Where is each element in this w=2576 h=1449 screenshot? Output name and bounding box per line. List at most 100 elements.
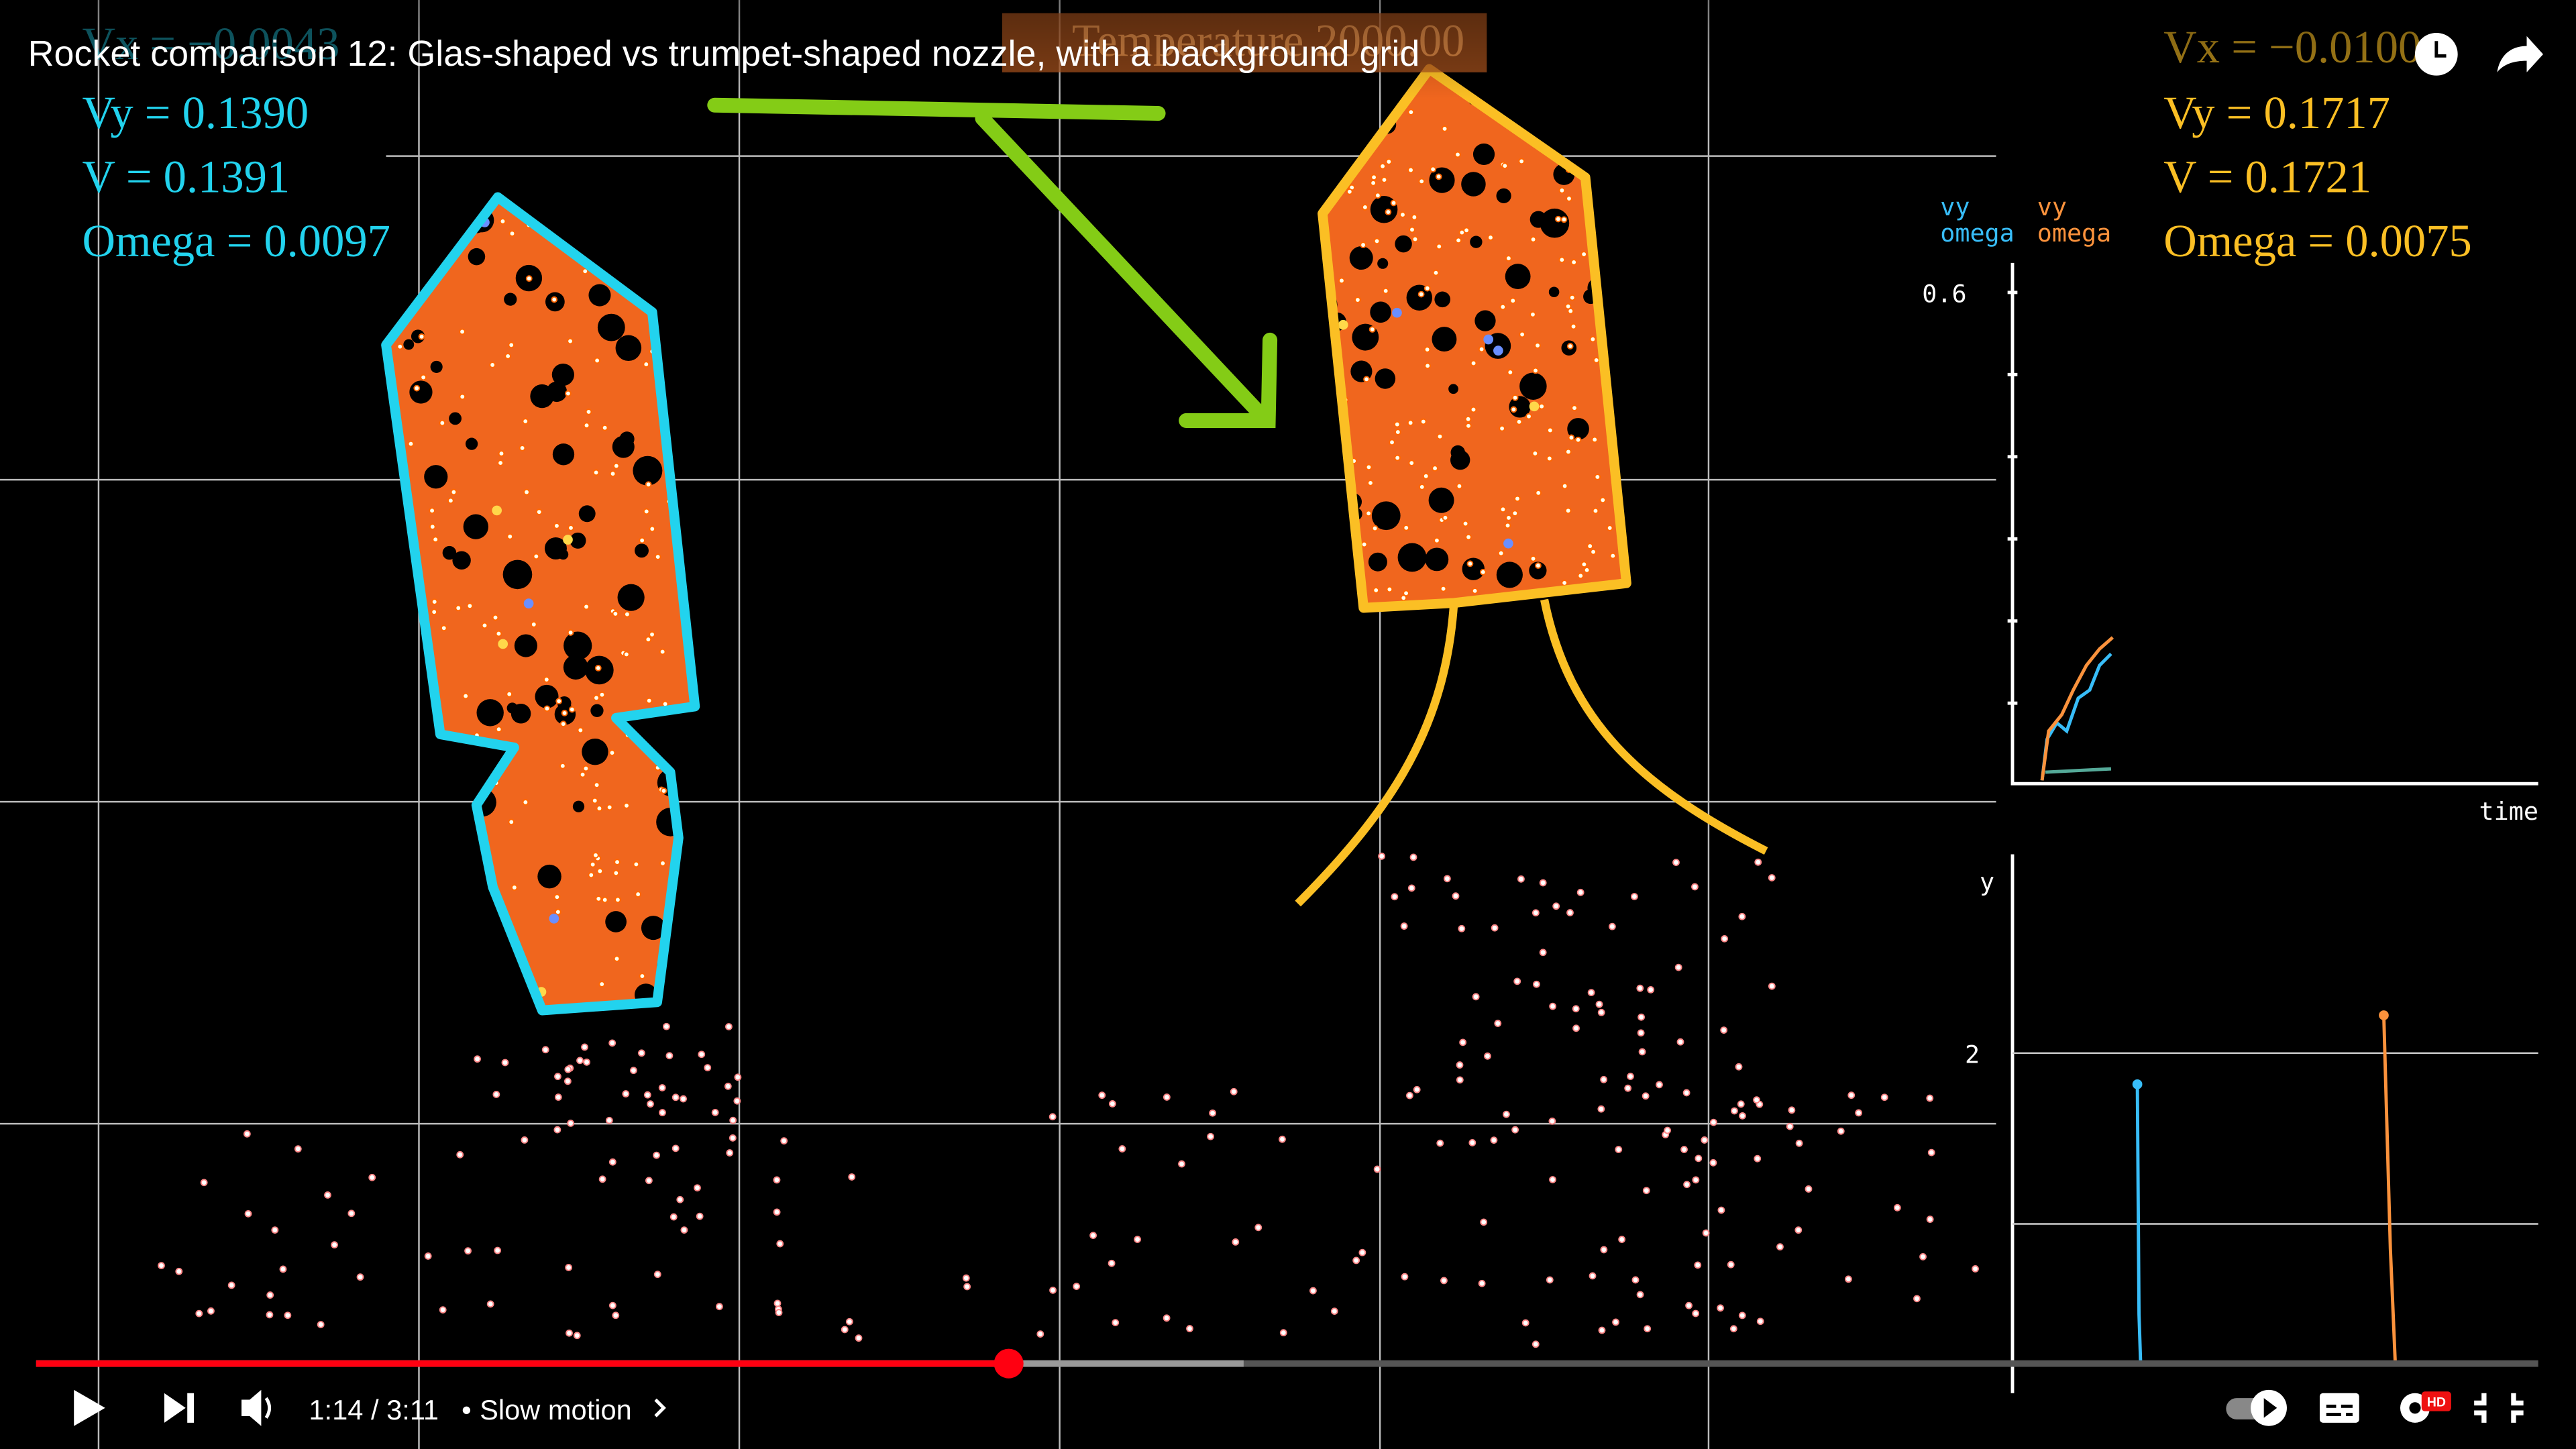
particle (845, 1318, 853, 1326)
particle (1615, 1146, 1623, 1153)
particle (1587, 989, 1595, 996)
particle (1411, 213, 1418, 221)
particle (1462, 557, 1485, 580)
particle (609, 470, 616, 478)
particle (1972, 1265, 1979, 1273)
particle (643, 361, 650, 368)
particle (1424, 346, 1431, 353)
particle (1503, 1110, 1510, 1118)
particle (1511, 1126, 1519, 1134)
particle (643, 1091, 651, 1099)
particle (649, 525, 656, 533)
particle (498, 639, 508, 649)
particle (418, 333, 425, 340)
particle (1470, 406, 1477, 413)
particle (1472, 993, 1480, 1001)
particle (431, 608, 438, 616)
particle (1564, 507, 1572, 515)
volume-button[interactable] (241, 1389, 272, 1426)
particle (594, 357, 601, 364)
next-button[interactable] (164, 1393, 194, 1423)
particle (606, 804, 613, 811)
particle (1442, 514, 1449, 521)
particle (588, 871, 595, 879)
particle (1532, 1340, 1540, 1348)
particle (1108, 1100, 1116, 1108)
particle (734, 1073, 742, 1081)
particle (420, 374, 427, 381)
particle (1692, 1176, 1700, 1184)
particle (593, 782, 600, 789)
particle (1533, 980, 1540, 988)
particle (565, 1264, 573, 1271)
particle (583, 1058, 590, 1066)
particle (1490, 1136, 1498, 1144)
particle (582, 268, 589, 275)
particle (1368, 326, 1376, 333)
particle (1926, 1094, 1934, 1102)
particle (1407, 109, 1415, 116)
particle (1580, 561, 1588, 568)
particle (1385, 209, 1392, 215)
particle (613, 955, 621, 963)
particle (1532, 909, 1540, 917)
particle (645, 1177, 653, 1185)
particle (537, 864, 561, 889)
play-button[interactable] (74, 1389, 105, 1426)
particle (1358, 1248, 1366, 1256)
particle (592, 469, 600, 476)
particle (486, 1300, 494, 1308)
particle (1517, 875, 1525, 883)
particle (1717, 1206, 1725, 1214)
particle (962, 1274, 970, 1282)
chapter[interactable]: Slow motion (480, 1394, 632, 1426)
particle (1279, 1135, 1286, 1143)
share-icon[interactable] (2497, 36, 2544, 72)
particle (535, 508, 543, 516)
particle (1566, 343, 1574, 350)
particle (424, 1252, 432, 1260)
particle (450, 488, 458, 496)
particle (1592, 507, 1599, 515)
clock-icon[interactable] (2415, 32, 2458, 76)
particle (623, 651, 630, 658)
particle (506, 702, 518, 714)
particle (596, 805, 603, 812)
particle (1462, 520, 1469, 527)
settings-button[interactable]: HD (2400, 1391, 2451, 1423)
left-v: V = 0.1391 (82, 152, 290, 203)
particle (672, 1093, 680, 1102)
particle (1534, 342, 1541, 349)
particle (1360, 241, 1366, 249)
subtitles-button[interactable] (2319, 1393, 2359, 1423)
particle (294, 1145, 302, 1153)
particle (498, 450, 505, 458)
progress-bar[interactable] (36, 1348, 2538, 1379)
particle (481, 622, 488, 629)
particle (630, 1067, 637, 1075)
particle (669, 1213, 678, 1221)
particle (1367, 480, 1374, 486)
particle (566, 1329, 573, 1337)
particle (593, 694, 600, 702)
particle (1546, 1276, 1554, 1284)
particle (489, 362, 496, 368)
particle (1532, 367, 1539, 374)
autoplay-toggle[interactable] (2226, 1389, 2287, 1426)
particle (462, 692, 470, 700)
particle (1230, 1087, 1238, 1095)
particle (227, 1281, 235, 1289)
particle (1539, 879, 1547, 887)
particle (612, 462, 620, 470)
particle (1676, 1038, 1684, 1046)
particle (243, 1130, 251, 1138)
particle (1552, 902, 1560, 910)
fullscreen-button[interactable] (2474, 1393, 2524, 1423)
particle (1593, 357, 1600, 364)
particle (582, 765, 590, 772)
particle (1163, 1314, 1171, 1322)
particle (1511, 394, 1519, 401)
particle (447, 497, 454, 504)
particle (597, 313, 625, 341)
particle (1479, 568, 1487, 576)
